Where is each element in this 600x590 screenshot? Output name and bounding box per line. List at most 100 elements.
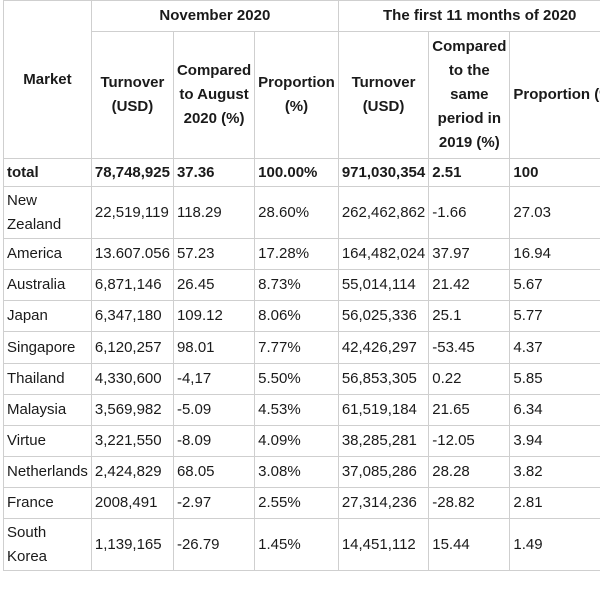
turnover-nov-cell: 1,139,165 (90, 518, 174, 571)
market-cell: South Korea (3, 518, 92, 571)
table-row: France 2008,491 -2.97 2.55% 27,314,236 -28.82… (3, 487, 600, 519)
turnover-11m-cell: 37,085,286 (337, 456, 430, 488)
table-row: Virtue 3,221,550 -8.09 4.09% 38,285,281 -12.0… (3, 425, 600, 457)
table-row: Malaysia 3,569,982 -5.09 4.53% 61,519,184 21.… (3, 394, 600, 426)
compared-august-cell: 109.12 (172, 300, 256, 332)
turnover-11m-cell: 27,314,236 (337, 487, 430, 519)
compared-august-cell: -4,17 (172, 363, 256, 395)
turnover-nov-cell: 2,424,829 (90, 456, 174, 488)
compared-2019-cell: 2.51 (428, 158, 511, 187)
proportion-nov-cell: 4.53% (254, 394, 339, 426)
turnover-nov-cell: 13.607.056 (90, 238, 174, 270)
proportion-11m-cell: 2.81 (509, 487, 600, 519)
header-proportion-nov: Proportion (%) (254, 31, 339, 159)
compared-august-cell: 118.29 (172, 186, 256, 239)
market-cell: Thailand (3, 363, 92, 395)
compared-august-cell: -5.09 (172, 394, 256, 426)
turnover-nov-cell: 22,519,119 (90, 186, 174, 239)
proportion-nov-cell: 7.77% (254, 331, 339, 364)
table-row: Netherlands 2,424,829 68.05 3.08% 37,085,286… (3, 456, 600, 488)
market-cell: total (3, 158, 92, 187)
market-cell: Singapore (3, 331, 92, 364)
turnover-11m-cell: 42,426,297 (337, 331, 430, 364)
proportion-11m-cell: 4.37 (509, 331, 600, 364)
turnover-nov-cell: 3,569,982 (90, 394, 174, 426)
turnover-11m-cell: 61,519,184 (337, 394, 430, 426)
turnover-nov-cell: 6,347,180 (90, 300, 174, 332)
turnover-nov-cell: 3,221,550 (90, 425, 174, 457)
proportion-11m-cell: 100 (509, 158, 600, 187)
compared-2019-cell: 0.22 (428, 363, 511, 395)
compared-august-cell: 37.36 (172, 158, 256, 187)
turnover-11m-cell: 262,462,862 (337, 186, 430, 239)
proportion-nov-cell: 5.50% (254, 363, 339, 395)
turnover-nov-cell: 78,748,925 (90, 158, 174, 187)
proportion-11m-cell: 16.94 (509, 238, 600, 270)
proportion-11m-cell: 6.34 (509, 394, 600, 426)
turnover-11m-cell: 971,030,354 (337, 158, 430, 187)
compared-august-cell: 98.01 (172, 331, 256, 364)
turnover-11m-cell: 56,853,305 (337, 363, 430, 395)
proportion-11m-cell: 5.67 (509, 269, 600, 301)
compared-august-cell: 26.45 (172, 269, 256, 301)
table-row: Japan 6,347,180 109.12 8.06% 56,025,336 25.1 5… (3, 300, 600, 332)
proportion-11m-cell: 1.49 (509, 518, 600, 571)
header-compared-august: Compared to August 2020 (%) (172, 31, 256, 159)
compared-2019-cell: -53.45 (428, 331, 511, 364)
compared-2019-cell: 21.42 (428, 269, 511, 301)
market-cell: Japan (3, 300, 92, 332)
header-november-2020: November 2020 (90, 0, 339, 32)
header-first-11-months: The first 11 months of 2020 (337, 0, 600, 32)
proportion-nov-cell: 8.73% (254, 269, 339, 301)
header-turnover-11m: Turnover (USD) (337, 31, 430, 159)
proportion-nov-cell: 2.55% (254, 487, 339, 519)
total-row: total 78,748,925 37.36 100.00% 971,030,354 2.… (3, 158, 600, 187)
turnover-11m-cell: 14,451,112 (337, 518, 430, 571)
header-compared-2019: Compared to the same period in 2019 (%) (428, 31, 511, 159)
market-cell: New Zealand (3, 186, 92, 239)
turnover-nov-cell: 6,120,257 (90, 331, 174, 364)
compared-2019-cell: 37.97 (428, 238, 511, 270)
proportion-11m-cell: 3.94 (509, 425, 600, 457)
compared-august-cell: 68.05 (172, 456, 256, 488)
proportion-nov-cell: 100.00% (254, 158, 339, 187)
turnover-nov-cell: 6,871,146 (90, 269, 174, 301)
table-row: New Zealand 22,519,119 118.29 28.60% 262,462… (3, 186, 600, 239)
market-cell: Virtue (3, 425, 92, 457)
compared-august-cell: -8.09 (172, 425, 256, 457)
compared-2019-cell: -1.66 (428, 186, 511, 239)
proportion-nov-cell: 3.08% (254, 456, 339, 488)
compared-2019-cell: 25.1 (428, 300, 511, 332)
proportion-nov-cell: 4.09% (254, 425, 339, 457)
header-market: Market (3, 0, 92, 159)
proportion-11m-cell: 27.03 (509, 186, 600, 239)
turnover-11m-cell: 38,285,281 (337, 425, 430, 457)
market-turnover-table: Market November 2020 The first 11 months… (3, 0, 600, 571)
compared-august-cell: -26.79 (172, 518, 256, 571)
compared-august-cell: 57.23 (172, 238, 256, 270)
proportion-11m-cell: 5.77 (509, 300, 600, 332)
proportion-nov-cell: 8.06% (254, 300, 339, 332)
header-proportion-11m: Proportion (%) (509, 31, 600, 159)
header-turnover-nov: Turnover (USD) (90, 31, 174, 159)
market-cell: Australia (3, 269, 92, 301)
compared-2019-cell: -28.82 (428, 487, 511, 519)
table-row: Thailand 4,330,600 -4,17 5.50% 56,853,305 0.2… (3, 363, 600, 395)
turnover-11m-cell: 56,025,336 (337, 300, 430, 332)
proportion-11m-cell: 5.85 (509, 363, 600, 395)
proportion-nov-cell: 17.28% (254, 238, 339, 270)
table-row: Singapore 6,120,257 98.01 7.77% 42,426,297 -5… (3, 331, 600, 364)
compared-august-cell: -2.97 (172, 487, 256, 519)
table-row: South Korea 1,139,165 -26.79 1.45% 14,451,11… (3, 518, 600, 571)
compared-2019-cell: -12.05 (428, 425, 511, 457)
table-row: America 13.607.056 57.23 17.28% 164,482,024 3… (3, 238, 600, 270)
compared-2019-cell: 21.65 (428, 394, 511, 426)
table-row: Australia 6,871,146 26.45 8.73% 55,014,114 21… (3, 269, 600, 301)
compared-2019-cell: 15.44 (428, 518, 511, 571)
turnover-nov-cell: 4,330,600 (90, 363, 174, 395)
compared-2019-cell: 28.28 (428, 456, 511, 488)
market-cell: America (3, 238, 92, 270)
proportion-11m-cell: 3.82 (509, 456, 600, 488)
turnover-11m-cell: 164,482,024 (337, 238, 430, 270)
proportion-nov-cell: 1.45% (254, 518, 339, 571)
